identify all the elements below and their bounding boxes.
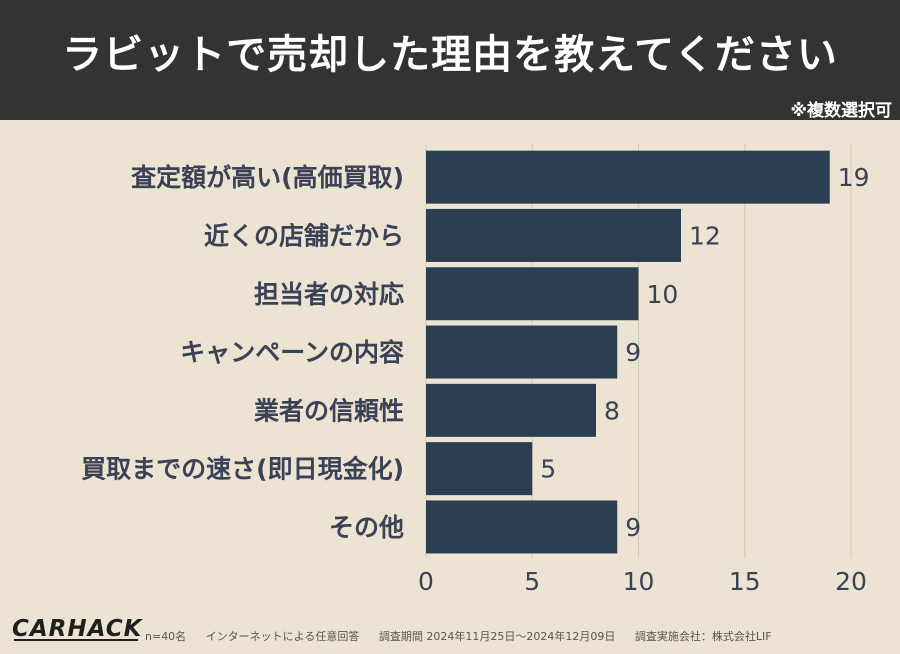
bar-3: [426, 267, 639, 321]
value-label: 10: [647, 280, 679, 309]
value-label: 12: [689, 221, 721, 250]
x-tick-label: 0: [418, 567, 434, 596]
survey-footnote: n=40名 インターネットによる任意回答 調査期間 2024年11月25日～20…: [145, 628, 788, 644]
carhack-logo: CARHACK: [12, 616, 143, 642]
bar-6: [426, 442, 533, 496]
category-label: 買取までの速さ(即日現金化): [81, 455, 404, 484]
x-tick-label: 10: [623, 567, 655, 596]
survey-org: 調査実施会社：株式会社LIF: [634, 630, 772, 643]
multiple-choice-note: ※複数選択可: [790, 101, 892, 121]
bar-2: [426, 208, 681, 262]
value-label: 5: [540, 455, 556, 484]
category-label: その他: [329, 513, 404, 542]
x-axis-ticks: 0 5 10 15 20: [418, 567, 867, 596]
bar-chart: 査定額が高い(高価買取) 近くの店舗だから担当者の対応キャンペーンの内容業者の信頼…: [81, 144, 870, 596]
bar-1: [426, 150, 830, 204]
bar-4: [426, 325, 618, 379]
header-bar: ラビットで売却した理由を教えてください ※複数選択可: [0, 0, 900, 121]
category-label: 査定額が高い(高価買取): [131, 163, 404, 192]
category-label: 業者の信頼性: [254, 396, 404, 425]
category-labels: 査定額が高い(高価買取) 近くの店舗だから担当者の対応キャンペーンの内容業者の信頼…: [81, 163, 404, 542]
x-tick-label: 15: [729, 567, 761, 596]
value-label: 19: [838, 163, 870, 192]
category-label: キャンペーンの内容: [180, 338, 404, 367]
value-label: 9: [625, 338, 641, 367]
sample-size: n=40名: [145, 630, 187, 643]
bars: [426, 150, 830, 554]
survey-method: インターネットによる任意回答: [205, 630, 360, 643]
x-tick-label: 20: [835, 567, 867, 596]
bar-7: [426, 500, 618, 554]
x-tick-label: 5: [524, 567, 540, 596]
value-label: 9: [625, 513, 641, 542]
value-label: 8: [604, 396, 620, 425]
chart-title: ラビットで売却した理由を教えてください: [62, 32, 838, 78]
bar-5: [426, 383, 596, 437]
survey-period: 調査期間 2024年11月25日～2024年12月09日: [378, 630, 616, 643]
category-label: 担当者の対応: [254, 280, 404, 309]
category-label: 近くの店舗だから: [204, 221, 404, 250]
